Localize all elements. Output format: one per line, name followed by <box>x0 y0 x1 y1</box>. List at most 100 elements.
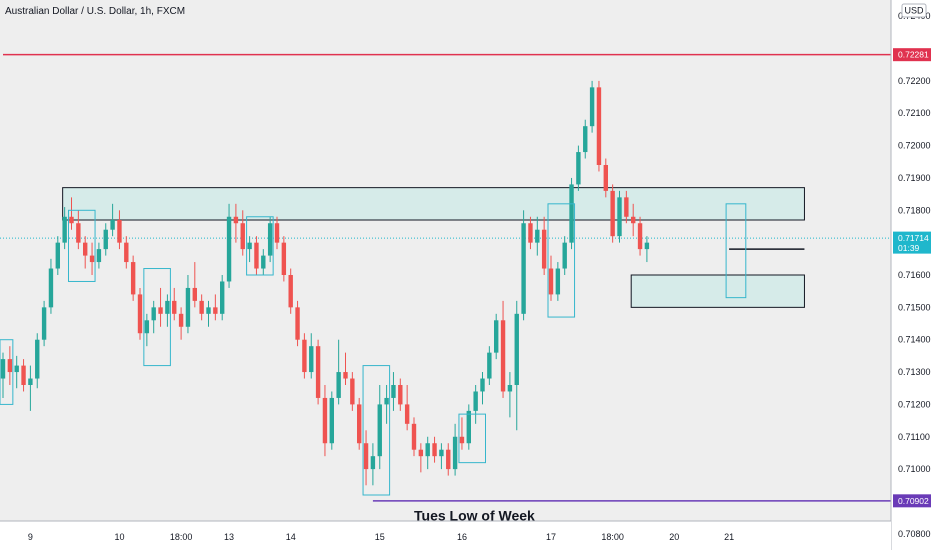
candle-body <box>514 313 519 385</box>
marker-box <box>725 203 747 299</box>
current-price-badge <box>893 231 931 254</box>
y-tick-label: 0.71800 <box>898 205 931 215</box>
x-tick-label: 17 <box>546 532 556 542</box>
x-tick-label: 9 <box>28 532 33 542</box>
x-tick-label: 13 <box>224 532 234 542</box>
candle-body <box>130 262 136 295</box>
x-tick-label: 20 <box>669 532 679 542</box>
candle-body <box>48 268 54 308</box>
y-tick-label: 0.71900 <box>898 173 931 183</box>
candle-body <box>370 456 376 470</box>
candle-body <box>329 397 334 444</box>
x-tick-label: 14 <box>286 532 296 542</box>
candle-body <box>583 126 588 153</box>
candle-body <box>35 339 40 379</box>
currency-label: USD <box>904 6 924 16</box>
y-tick-label: 0.71300 <box>898 367 931 377</box>
candle-body <box>363 443 369 470</box>
candle-body <box>377 404 382 457</box>
candle-body <box>192 287 197 301</box>
candle-body <box>69 216 74 224</box>
candle-body <box>548 268 554 295</box>
price-badge-label: 0.72281 <box>898 50 929 60</box>
candle-body <box>404 404 410 424</box>
candle-body <box>247 242 252 250</box>
candle-body <box>281 242 287 275</box>
y-tick-label: 0.70800 <box>898 529 931 539</box>
candle-body <box>213 307 218 314</box>
candle-body <box>267 223 273 256</box>
time-axis-panel <box>0 521 891 550</box>
x-tick-label: 18:00 <box>601 532 624 542</box>
candle-body <box>322 397 328 444</box>
candle-body <box>21 365 26 385</box>
y-tick-label: 0.71100 <box>898 432 930 442</box>
y-tick-label: 0.72000 <box>898 141 931 151</box>
candle-body <box>500 320 506 392</box>
candle-body <box>569 184 574 243</box>
candle-body <box>240 223 245 250</box>
candle-body <box>446 449 451 470</box>
annotation-label: Tues Low of Week <box>414 507 535 523</box>
countdown-label: 01:39 <box>898 243 920 253</box>
marker-box <box>0 339 14 405</box>
candle-body <box>541 229 547 269</box>
candle-body <box>350 378 355 405</box>
x-tick-label: 10 <box>114 532 124 542</box>
y-tick-label: 0.71200 <box>898 399 931 409</box>
candle-body <box>439 449 444 457</box>
candle-body <box>596 87 602 165</box>
marker-box <box>362 365 391 496</box>
candle-body <box>315 346 321 398</box>
candle-body <box>7 359 13 373</box>
price-badge-label: 0.70902 <box>898 496 929 506</box>
candle-body <box>103 229 108 250</box>
candle-body <box>137 294 143 334</box>
y-tick-label: 0.72100 <box>898 108 931 118</box>
candle-body <box>336 372 341 398</box>
currency-badge <box>901 3 927 18</box>
candle-body <box>391 385 396 398</box>
candle-body <box>28 378 33 385</box>
x-tick-label: 21 <box>724 532 734 542</box>
candle-body <box>309 346 314 373</box>
candle-body <box>165 300 170 314</box>
candle-body <box>62 216 67 243</box>
y-tick-label: 0.71600 <box>898 270 931 280</box>
candle-body <box>274 223 280 243</box>
horizontal-lines-layer <box>0 53 891 502</box>
price-badge <box>893 494 931 508</box>
candle-body <box>151 307 156 321</box>
candle-body <box>603 165 608 191</box>
candle-body <box>459 436 465 444</box>
candle-body <box>158 307 163 314</box>
candle-body <box>124 242 129 263</box>
candle-body <box>233 216 239 224</box>
candle-body <box>14 365 19 373</box>
candle-body <box>398 385 403 405</box>
candle-body <box>288 275 293 308</box>
candle-body <box>494 320 499 353</box>
y-tick-label: 0.71000 <box>898 464 931 474</box>
candle-body <box>206 307 211 314</box>
candle-body <box>589 87 595 127</box>
marker-box <box>68 209 96 282</box>
candle-body <box>507 385 513 392</box>
marker-box <box>458 413 487 464</box>
candle-body <box>302 339 307 373</box>
price-badge <box>893 48 931 62</box>
candle-body <box>528 223 533 243</box>
candle-body <box>452 436 458 470</box>
marker-box <box>143 268 171 367</box>
candle-body <box>637 223 643 250</box>
candle-body <box>343 372 348 379</box>
candle-body <box>644 242 650 250</box>
x-tick-label: 15 <box>375 532 385 542</box>
candle-body <box>418 449 424 457</box>
candle-body <box>555 268 561 295</box>
candles-layer <box>0 80 650 486</box>
marker-box <box>547 203 576 318</box>
zones-layer <box>62 187 805 308</box>
